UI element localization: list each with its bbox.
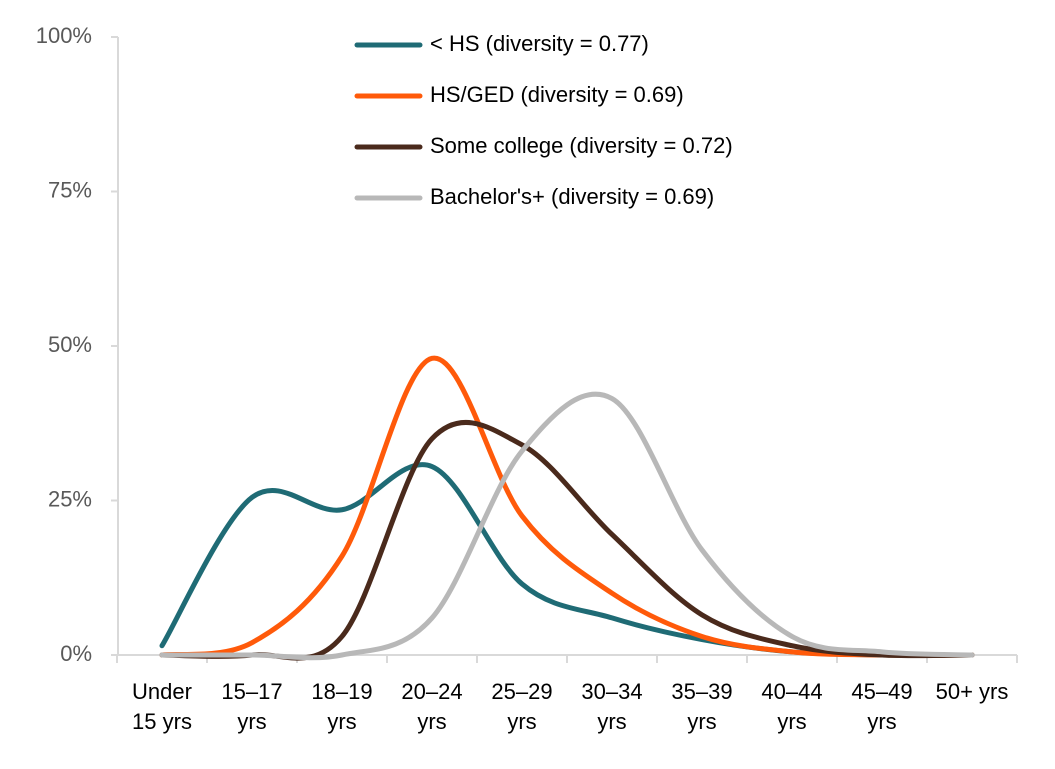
x-tick-label: 15–17 yrs: [221, 679, 283, 734]
x-tick-label: 20–24 yrs: [401, 679, 463, 734]
x-tick-label: 30–34 yrs: [581, 679, 643, 734]
legend-label: HS/GED (diversity = 0.69): [430, 82, 684, 107]
y-tick-label: 75%: [48, 177, 92, 202]
y-tick-label: 100%: [36, 23, 92, 48]
y-tick-label: 0%: [60, 641, 92, 666]
x-tick-label: 40–44 yrs: [761, 679, 823, 734]
legend-label: Bachelor's+ (diversity = 0.69): [430, 184, 714, 209]
x-tick-label: Under 15 yrs: [132, 679, 192, 734]
x-tick-label: 45–49 yrs: [851, 679, 913, 734]
y-tick-label: 50%: [48, 332, 92, 357]
x-tick-label: 18–19 yrs: [311, 679, 373, 734]
line-series: [159, 355, 975, 658]
line-series: [159, 391, 975, 661]
legend-label: < HS (diversity = 0.77): [430, 31, 649, 56]
x-tick-label: 25–29 yrs: [491, 679, 553, 734]
x-tick-label: 35–39 yrs: [671, 679, 733, 734]
legend-label: Some college (diversity = 0.72): [430, 133, 733, 158]
x-tick-label: 50+ yrs: [935, 679, 1009, 704]
y-tick-label: 25%: [48, 486, 92, 511]
